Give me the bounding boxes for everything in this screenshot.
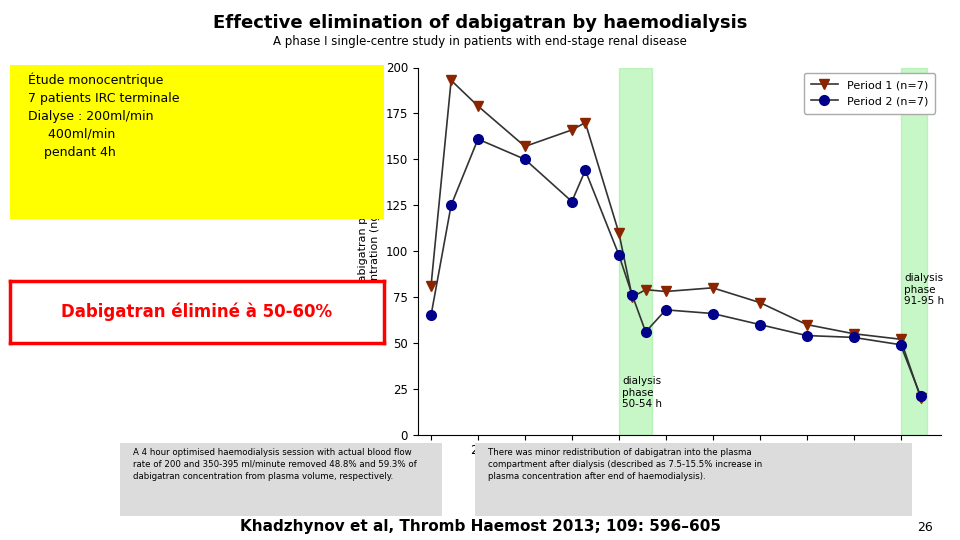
Period 1 (n=7) xyxy=(519,143,531,150)
Text: Étude monocentrique
7 patients IRC terminale
Dialyse : 200ml/min
     400ml/min
: Étude monocentrique 7 patients IRC termi… xyxy=(29,72,180,159)
Period 1 (n=7) xyxy=(707,285,718,291)
Period 2 (n=7) xyxy=(660,307,672,313)
Text: dialysis
phase
50-54 h: dialysis phase 50-54 h xyxy=(622,376,662,409)
Period 1 (n=7) xyxy=(640,286,652,293)
Legend: Period 1 (n=7), Period 2 (n=7): Period 1 (n=7), Period 2 (n=7) xyxy=(804,73,935,113)
Period 2 (n=7) xyxy=(754,321,765,328)
Period 2 (n=7) xyxy=(915,393,926,400)
Bar xyxy=(619,68,653,435)
Bar xyxy=(900,68,927,435)
Text: Dabigatran éliminé à 50-60%: Dabigatran éliminé à 50-60% xyxy=(61,302,332,321)
Text: 26: 26 xyxy=(918,521,933,534)
Period 2 (n=7) xyxy=(519,156,531,163)
Period 2 (n=7) xyxy=(848,334,859,341)
Period 2 (n=7) xyxy=(566,198,578,205)
Period 2 (n=7) xyxy=(425,312,437,319)
Period 1 (n=7) xyxy=(613,230,625,236)
X-axis label: Time (hours): Time (hours) xyxy=(636,463,722,476)
Period 2 (n=7) xyxy=(627,292,638,299)
Period 2 (n=7) xyxy=(707,310,718,317)
Period 1 (n=7) xyxy=(895,336,906,342)
Text: Effective elimination of dabigatran by haemodialysis: Effective elimination of dabigatran by h… xyxy=(213,14,747,31)
Period 1 (n=7) xyxy=(445,77,457,84)
Period 1 (n=7) xyxy=(566,127,578,133)
Y-axis label: Total dabigatran plasma
concentration (ng/mL): Total dabigatran plasma concentration (n… xyxy=(358,184,380,319)
Period 2 (n=7) xyxy=(895,341,906,348)
Line: Period 1 (n=7): Period 1 (n=7) xyxy=(426,76,925,403)
Period 1 (n=7) xyxy=(801,321,812,328)
Period 1 (n=7) xyxy=(915,395,926,401)
Period 1 (n=7) xyxy=(754,299,765,306)
Period 1 (n=7) xyxy=(848,330,859,337)
Period 1 (n=7) xyxy=(627,294,638,300)
Text: A 4 hour optimised haemodialysis session with actual blood flow
rate of 200 and : A 4 hour optimised haemodialysis session… xyxy=(132,448,417,481)
Period 1 (n=7) xyxy=(472,103,484,109)
Period 1 (n=7) xyxy=(580,119,591,126)
Text: There was minor redistribution of dabigatran into the plasma
compartment after d: There was minor redistribution of dabiga… xyxy=(489,448,762,481)
Line: Period 2 (n=7): Period 2 (n=7) xyxy=(426,134,925,401)
Period 2 (n=7) xyxy=(472,136,484,143)
Period 2 (n=7) xyxy=(640,329,652,335)
Text: dialysis
phase
91-95 h: dialysis phase 91-95 h xyxy=(904,273,944,306)
Period 2 (n=7) xyxy=(445,202,457,208)
Period 2 (n=7) xyxy=(801,332,812,339)
Period 2 (n=7) xyxy=(580,167,591,173)
Text: Khadzhynov et al, Thromb Haemost 2013; 109: 596–605: Khadzhynov et al, Thromb Haemost 2013; 1… xyxy=(239,518,721,534)
Text: A phase I single-centre study in patients with end-stage renal disease: A phase I single-centre study in patient… xyxy=(273,35,687,48)
Period 1 (n=7) xyxy=(425,283,437,289)
Period 1 (n=7) xyxy=(660,288,672,295)
Period 2 (n=7) xyxy=(613,252,625,258)
